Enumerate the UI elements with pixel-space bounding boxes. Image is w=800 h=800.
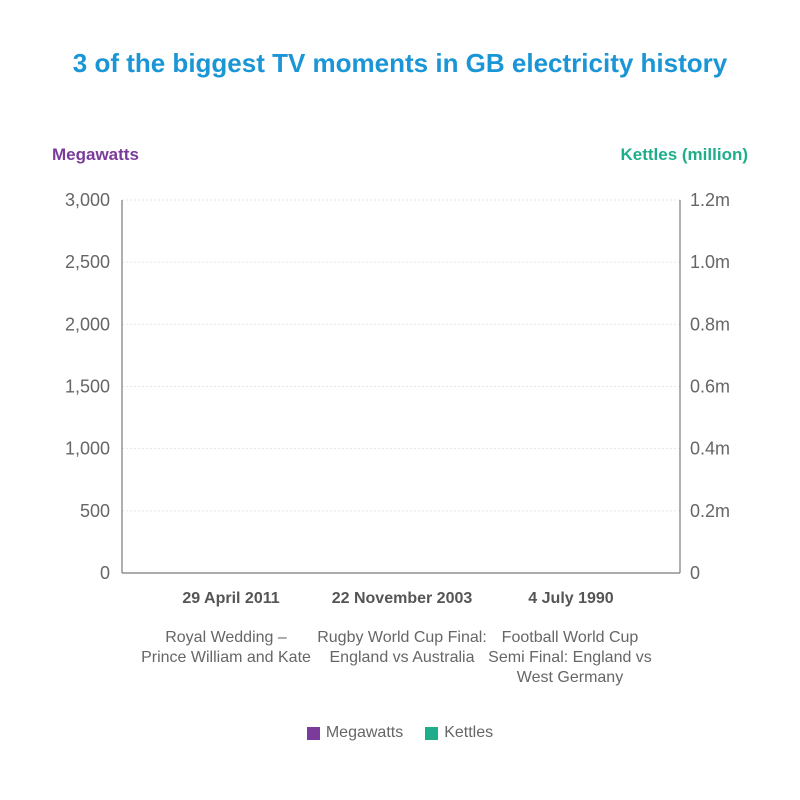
left-tick-label: 500 bbox=[80, 501, 110, 521]
category-description: Football World Cup Semi Final: England v… bbox=[488, 629, 652, 686]
left-tick-label: 3,000 bbox=[65, 190, 110, 210]
category-description: Rugby World Cup Final: England vs Austra… bbox=[317, 629, 487, 666]
legend-label: Kettles bbox=[444, 724, 494, 741]
category-date: 4 July 1990 bbox=[528, 590, 614, 607]
legend: Megawatts Kettles bbox=[0, 724, 800, 742]
right-tick-label: 1.2m bbox=[690, 190, 730, 210]
right-tick-label: 0.8m bbox=[690, 314, 730, 334]
left-axis-title: Megawatts bbox=[52, 145, 139, 164]
legend-item-megawatts[interactable]: Megawatts bbox=[306, 724, 404, 742]
chart-title: 3 of the biggest TV moments in GB electr… bbox=[72, 48, 728, 78]
right-tick-label: 0.4m bbox=[690, 439, 730, 459]
left-tick-label: 2,500 bbox=[65, 252, 110, 272]
right-tick-label: 1.0m bbox=[690, 252, 730, 272]
gridlines bbox=[122, 199, 680, 512]
category-date: 22 November 2003 bbox=[331, 590, 473, 607]
legend-item-kettles[interactable]: Kettles bbox=[425, 724, 493, 742]
right-tick-label: 0.6m bbox=[690, 377, 730, 397]
left-tick-label: 2,000 bbox=[65, 314, 110, 334]
left-tick-label: 0 bbox=[100, 563, 110, 583]
axis-ticks: 0 0 500 0.2m 1,000 0.4m 1,500 0.6m 2,000 0.8m 2,50… bbox=[65, 190, 730, 583]
right-axis-title: Kettles (million) bbox=[620, 145, 748, 164]
category-date: 29 April 2011 bbox=[182, 590, 280, 607]
right-tick-label: 0 bbox=[690, 563, 700, 583]
category-description: Royal Wedding – Prince William and Kate bbox=[141, 629, 311, 666]
right-tick-label: 0.2m bbox=[690, 501, 730, 521]
legend-label: Megawatts bbox=[325, 724, 404, 741]
left-tick-label: 1,500 bbox=[65, 377, 110, 397]
legend-swatch-kettles bbox=[425, 726, 439, 740]
left-tick-label: 1,000 bbox=[65, 439, 110, 459]
legend-swatch-megawatts bbox=[306, 726, 320, 740]
